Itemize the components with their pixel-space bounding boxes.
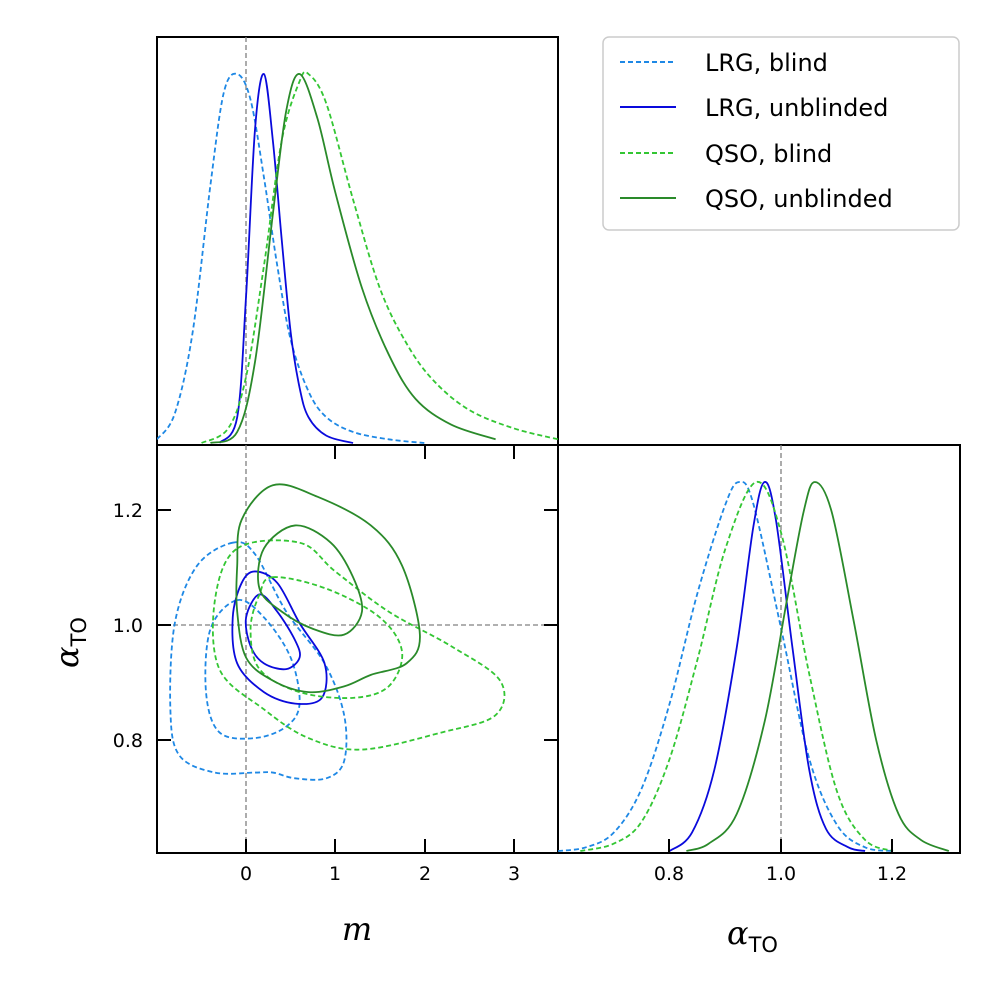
legend-box xyxy=(602,36,960,231)
alpha-x-tick-label-0.8: 0.8 xyxy=(654,863,684,885)
m-tick-label-2: 2 xyxy=(419,863,431,885)
alpha-y-tick-label-0.8: 0.8 xyxy=(113,730,143,752)
m-marginal-frame xyxy=(156,36,559,446)
legend-label-qso-blind: QSO, blind xyxy=(705,140,832,168)
m-tick-label-0: 0 xyxy=(240,863,252,885)
m-tick-label-3: 3 xyxy=(508,863,520,885)
alpha-x-subscript: TO xyxy=(748,933,778,957)
alpha-x-tick-label-1.2: 1.2 xyxy=(877,863,907,885)
alpha-y-subscript: TO xyxy=(67,617,91,647)
alpha-y-tick-label-1.0: 1.0 xyxy=(113,615,143,637)
contour-lrg-unblinded-inner xyxy=(244,593,301,671)
alpha-y-tick-label-1.2: 1.2 xyxy=(113,500,143,522)
alpha-x-symbol: α xyxy=(727,914,749,952)
alpha-x-tick-label-1.0: 1.0 xyxy=(766,863,796,885)
contour-lrg-blind-inner xyxy=(204,599,301,740)
legend-label-lrg-blind: LRG, blind xyxy=(705,49,828,77)
m-curve-lrg-unblinded xyxy=(218,73,354,444)
m-axis-label: m xyxy=(342,910,372,948)
alpha-y-axis-label: αTO xyxy=(48,617,91,668)
alpha-curve-qso-unblinded xyxy=(686,481,950,852)
alpha-curve-qso-blind xyxy=(580,481,894,852)
legend-label-qso-unblinded: QSO, unblinded xyxy=(705,185,893,213)
joint-frame xyxy=(156,444,559,854)
alpha-y-symbol: α xyxy=(48,646,86,668)
alpha-curve-lrg-blind xyxy=(558,481,894,852)
contour-lrg-blind-outer xyxy=(169,541,348,781)
contour-lrg-unblinded-outer xyxy=(231,570,328,705)
contour-qso-blind-inner xyxy=(249,576,404,699)
contour-qso-unblinded-outer xyxy=(235,483,421,694)
legend-label-lrg-unblinded: LRG, unblinded xyxy=(705,94,888,122)
m-tick-label-1: 1 xyxy=(329,863,341,885)
legend: LRG, blind LRG, unblinded QSO, blind QSO… xyxy=(602,36,960,231)
contour-qso-blind-outer xyxy=(211,539,506,751)
contour-qso-unblinded-inner xyxy=(257,524,364,637)
m-curve-qso-unblinded xyxy=(210,73,496,444)
alpha-x-axis-label: αTO xyxy=(727,914,778,957)
alpha-marginal-frame xyxy=(557,444,961,854)
m-curve-lrg-blind xyxy=(157,72,425,444)
m-curve-qso-blind xyxy=(201,70,558,444)
alpha-curve-lrg-unblinded xyxy=(669,481,866,852)
